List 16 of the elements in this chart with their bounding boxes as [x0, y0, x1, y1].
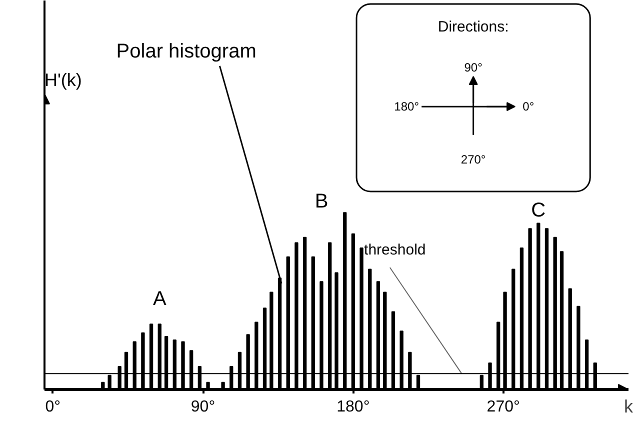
text: 270°	[460, 152, 486, 167]
annotation: B	[314, 190, 328, 213]
text: Polar histogram	[116, 40, 256, 62]
x-tick-label: 0°	[45, 398, 60, 416]
ref-line-label: threshold	[364, 242, 426, 259]
text: H'(k)	[44, 70, 82, 90]
annotation: C	[531, 200, 546, 222]
text: 0°	[522, 100, 534, 114]
x-tick-label: 180°	[336, 398, 370, 416]
x-axis-title: k	[624, 396, 634, 416]
text: Directions:	[438, 18, 509, 36]
annotation: A	[152, 288, 167, 310]
x-tick-label: 90°	[190, 398, 216, 416]
text: 180°	[394, 100, 420, 114]
text: 90°	[464, 60, 483, 75]
x-tick-label: 270°	[486, 398, 520, 416]
